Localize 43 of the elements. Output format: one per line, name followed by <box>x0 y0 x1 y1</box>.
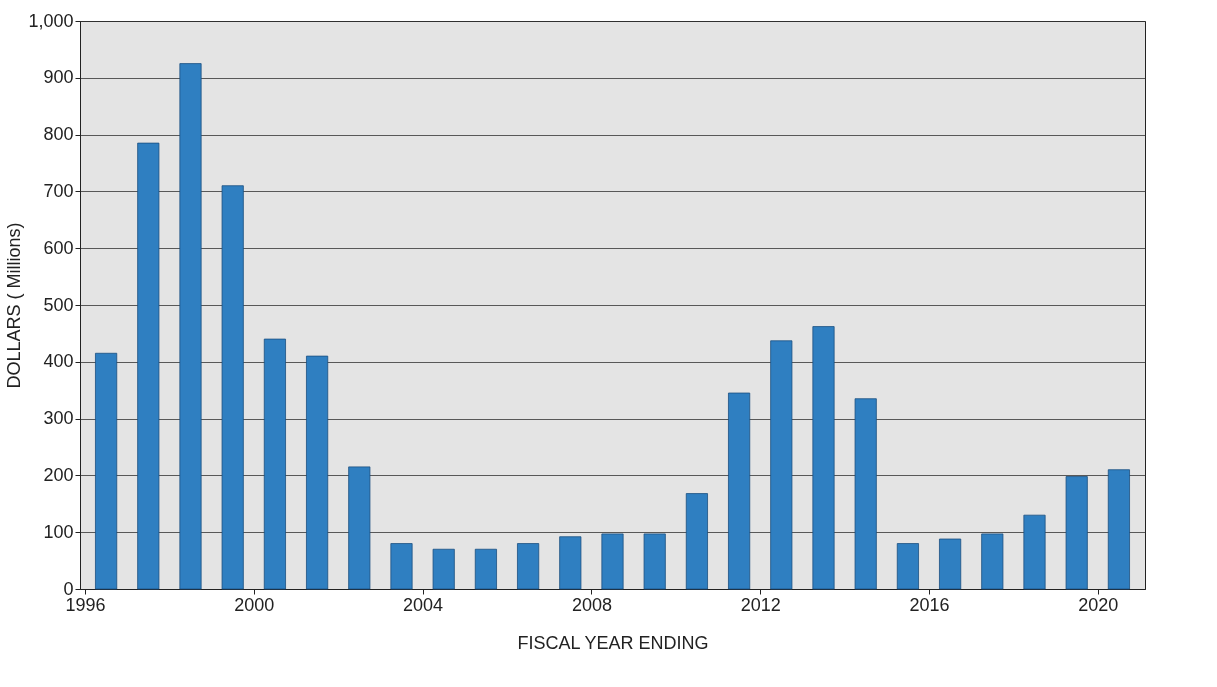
bar <box>854 398 877 590</box>
bar <box>939 538 962 590</box>
y-tick-label: 1,000 <box>28 10 74 31</box>
x-axis-title: FISCAL YEAR ENDING <box>517 632 709 653</box>
bar <box>95 352 118 590</box>
bar <box>390 543 413 590</box>
bar <box>728 392 751 590</box>
bar <box>137 142 160 590</box>
bar <box>263 338 286 590</box>
y-tick-label: 500 <box>43 294 74 315</box>
y-tick-label: 800 <box>43 124 74 145</box>
bar <box>812 326 835 590</box>
y-tick-label: 400 <box>43 351 74 372</box>
bar <box>981 533 1004 590</box>
bar <box>601 533 624 590</box>
y-tick-label: 700 <box>43 180 74 201</box>
bar <box>348 466 371 590</box>
x-tick-label: 2020 <box>1078 594 1119 615</box>
bar <box>643 533 666 590</box>
x-tick-label: 2008 <box>571 594 612 615</box>
x-tick-label: 2000 <box>234 594 275 615</box>
y-tick-label: 200 <box>43 464 74 485</box>
bar <box>896 543 919 590</box>
y-tick-label: 600 <box>43 237 74 258</box>
bar <box>559 536 582 590</box>
bar <box>432 548 455 590</box>
bar <box>770 340 793 590</box>
y-tick-label: 900 <box>43 67 74 88</box>
x-tick-label: 2012 <box>740 594 781 615</box>
bar <box>1065 476 1088 590</box>
x-tick-label: 2004 <box>403 594 444 615</box>
bar <box>1107 469 1130 590</box>
x-tick-label: 2016 <box>909 594 950 615</box>
bar <box>306 355 329 590</box>
y-tick-label: 100 <box>43 521 74 542</box>
bar <box>474 548 497 590</box>
bar <box>685 493 708 590</box>
y-tick-label: 300 <box>43 408 74 429</box>
bar <box>1023 514 1046 590</box>
bar <box>517 543 540 590</box>
bar <box>179 63 202 590</box>
bar <box>221 185 244 590</box>
y-axis-title: DOLLARS ( Millions) <box>4 222 25 389</box>
